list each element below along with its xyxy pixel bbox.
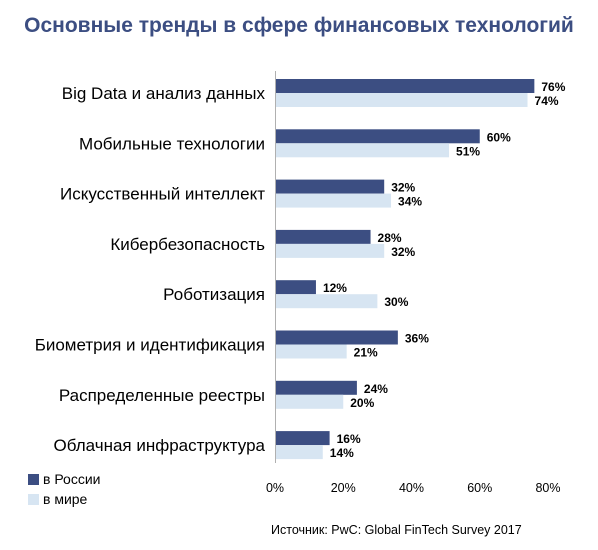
bar-russia bbox=[276, 280, 316, 295]
data-label: 51% bbox=[456, 144, 480, 158]
data-label: 60% bbox=[487, 130, 511, 144]
bar-russia bbox=[276, 129, 480, 144]
category-label: Биометрия и идентификация bbox=[35, 336, 265, 355]
data-label: 16% bbox=[337, 432, 361, 446]
bar-world bbox=[276, 445, 323, 460]
bar-russia bbox=[276, 330, 398, 345]
source-note: Источник: PwC: Global FinTech Survey 201… bbox=[271, 523, 522, 537]
legend-label-world: в мире bbox=[43, 491, 88, 507]
legend-label-russia: в России bbox=[43, 471, 100, 487]
x-tick-label: 60% bbox=[467, 481, 492, 495]
x-tick-label: 0% bbox=[266, 481, 284, 495]
bar-russia bbox=[276, 380, 357, 395]
bar-world bbox=[276, 143, 450, 158]
bar-world bbox=[276, 294, 378, 309]
legend-swatch-russia bbox=[28, 474, 39, 485]
bar-russia bbox=[276, 79, 535, 93]
category-label: Искусственный интеллект bbox=[60, 185, 265, 204]
legend-swatch-world bbox=[28, 494, 39, 505]
bar-world bbox=[276, 344, 347, 359]
category-label: Роботизация bbox=[163, 285, 265, 304]
data-label: 28% bbox=[378, 231, 402, 245]
data-label: 36% bbox=[405, 332, 429, 346]
data-label: 30% bbox=[384, 295, 408, 309]
category-label: Распределенные реестры bbox=[59, 386, 265, 405]
bar-russia bbox=[276, 229, 371, 244]
category-label: Облачная инфраструктура bbox=[54, 436, 266, 455]
x-tick-label: 80% bbox=[535, 481, 560, 495]
bar-world bbox=[276, 93, 528, 107]
data-label: 76% bbox=[541, 80, 565, 94]
chart-title: Основные тренды в сфере финансовых техно… bbox=[24, 14, 574, 37]
data-label: 21% bbox=[354, 346, 378, 360]
category-label: Мобильные технологии bbox=[79, 134, 265, 153]
bar-world bbox=[276, 243, 385, 258]
x-tick-label: 40% bbox=[399, 481, 424, 495]
category-label: Big Data и анализ данных bbox=[62, 84, 266, 103]
bar-world bbox=[276, 193, 392, 208]
data-label: 14% bbox=[330, 446, 354, 460]
data-label: 34% bbox=[398, 195, 422, 209]
bar-russia bbox=[276, 431, 330, 446]
bar-russia bbox=[276, 179, 385, 194]
x-tick-label: 20% bbox=[331, 481, 356, 495]
data-label: 74% bbox=[535, 94, 559, 108]
data-label: 12% bbox=[323, 281, 347, 295]
category-label: Кибербезопасность bbox=[110, 235, 265, 254]
data-label: 32% bbox=[391, 181, 415, 195]
data-label: 20% bbox=[350, 396, 374, 410]
data-label: 24% bbox=[364, 382, 388, 396]
data-label: 32% bbox=[391, 245, 415, 259]
bar-world bbox=[276, 394, 344, 409]
